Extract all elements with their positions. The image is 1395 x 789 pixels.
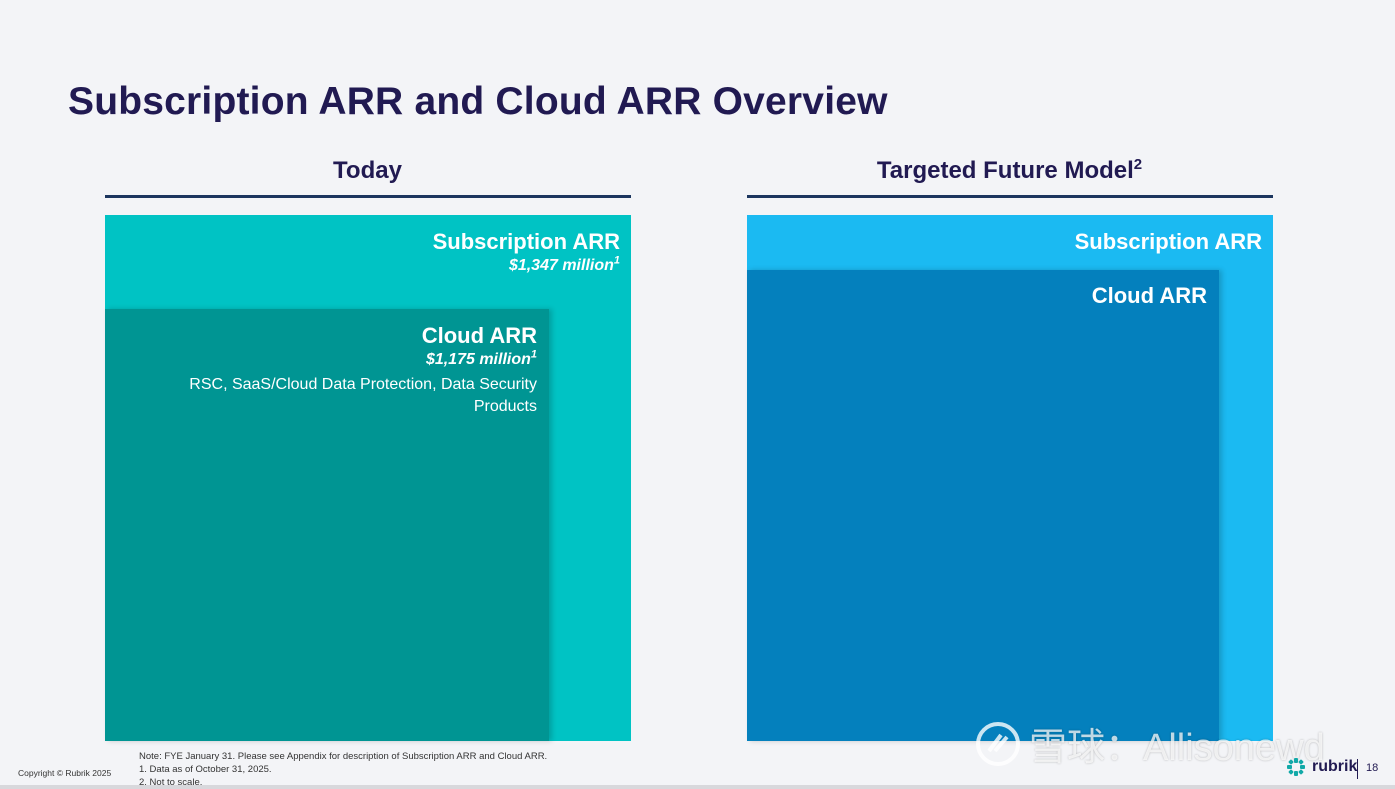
future-cloud-label: Cloud ARR	[747, 283, 1207, 309]
today-cloud-name: Cloud ARR	[421, 323, 537, 348]
rubrik-brand: rubrik	[1286, 757, 1357, 777]
footnote-line: Note: FYE January 31. Please see Appendi…	[139, 751, 548, 762]
today-heading-text: Today	[333, 157, 402, 184]
today-cloud-value: $1,175 million1	[425, 348, 537, 368]
future-heading-rule	[747, 195, 1273, 198]
brand-name: rubrik	[1312, 758, 1358, 775]
footer-separator	[1357, 759, 1358, 779]
future-cloud-name: Cloud ARR	[1091, 283, 1207, 308]
watermark-text: 雪球：Allisonewd	[1029, 727, 1325, 769]
future-subscription-name: Subscription ARR	[1074, 229, 1262, 254]
footnote-line: 2. Not to scale.	[139, 777, 203, 788]
today-subscription-label: Subscription ARR $1,347 million1	[105, 229, 620, 277]
watermark-logo-icon	[976, 721, 1020, 766]
footnote-line: 1. Data as of October 31, 2025.	[139, 764, 272, 775]
today-cloud-label: Cloud ARR $1,175 million1 RSC, SaaS/Clou…	[105, 323, 537, 418]
future-heading-footnote: 2	[1133, 156, 1143, 173]
page-number: 18	[1366, 762, 1379, 774]
page-title: Subscription ARR and Cloud ARR Overview	[68, 80, 888, 123]
bottom-bar	[0, 785, 1395, 789]
future-heading: Targeted Future Model2	[747, 157, 1272, 185]
future-heading-text: Targeted Future Model	[876, 157, 1134, 184]
today-heading-rule	[105, 195, 631, 198]
today-subscription-value: $1,347 million1	[508, 254, 620, 274]
footnotes: Note: FYE January 31. Please see Appendi…	[139, 750, 547, 789]
watermark: 雪球：Allisonewd	[975, 716, 1325, 771]
future-cloud-arr-box	[747, 270, 1219, 741]
today-cloud-arr-box	[105, 309, 549, 741]
copyright: Copyright © Rubrik 2025	[18, 768, 112, 778]
today-heading: Today	[105, 157, 630, 185]
today-cloud-description: RSC, SaaS/Cloud Data Protection, Data Se…	[189, 376, 537, 415]
today-subscription-name: Subscription ARR	[432, 229, 620, 254]
rubrik-logo-icon	[1287, 758, 1305, 776]
future-subscription-label: Subscription ARR	[747, 229, 1262, 255]
